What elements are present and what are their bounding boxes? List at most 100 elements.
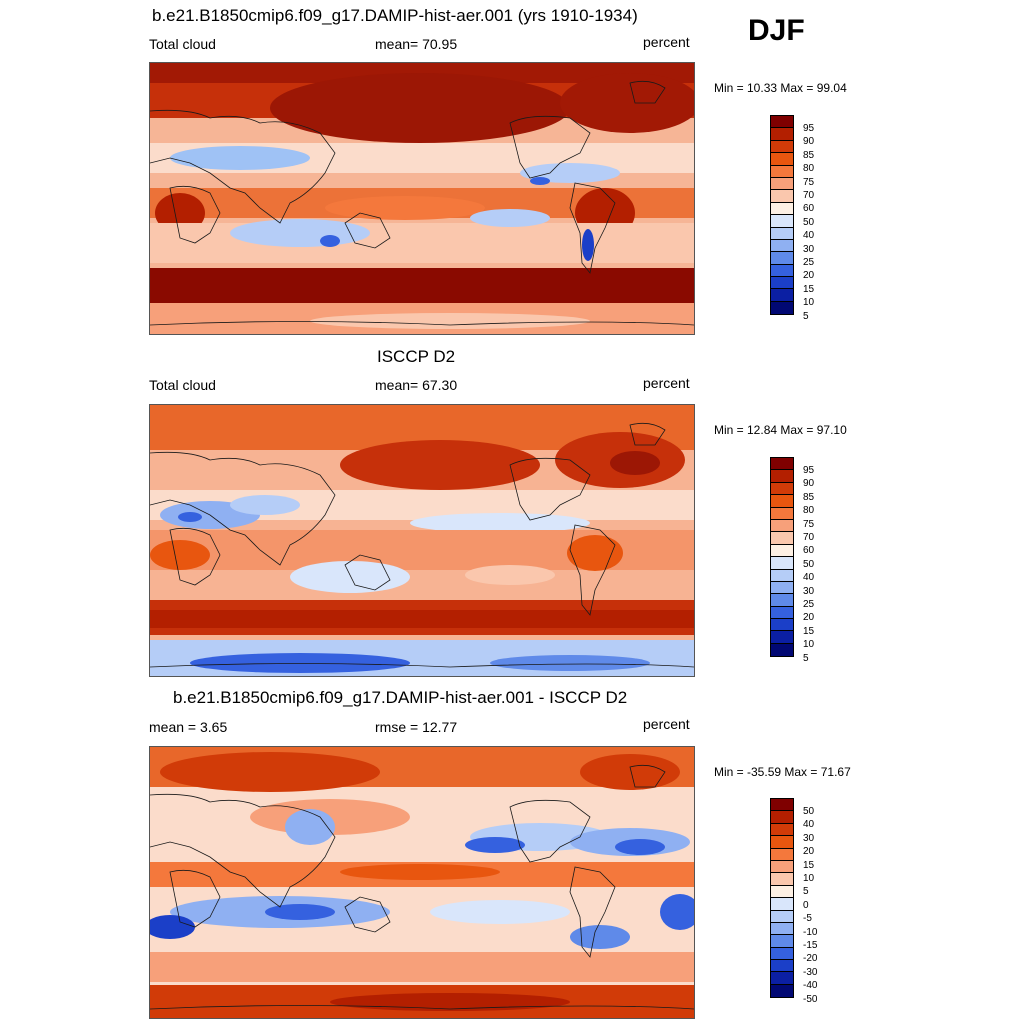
colorbar-tick-label: 30	[803, 585, 815, 597]
panel1-colorbar-swatch	[771, 165, 793, 178]
panel2-colorbar-swatch	[771, 519, 793, 533]
panel3-colorbar-swatch	[771, 885, 793, 899]
colorbar-tick-label: -15	[803, 940, 818, 952]
colorbar-tick-label: 15	[803, 283, 815, 295]
panel3-colorbar-swatch	[771, 935, 793, 948]
colorbar-tick-label: 25	[803, 257, 815, 269]
panel3-colorbar-swatch	[771, 823, 793, 837]
panel2-colorbar-labels: 95 90 85 80 75 70 60 50 40 30 25 20 15 1…	[803, 464, 814, 665]
panel1-colorbar-swatch	[771, 264, 793, 278]
panel2-colorbar-swatch	[771, 495, 793, 508]
panel1-colorbar-swatch	[771, 128, 793, 141]
panel1-map	[149, 62, 695, 335]
panel3-colorbar-swatch	[771, 922, 793, 936]
panel2-colorbar-swatch	[771, 532, 793, 545]
panel2-colorbar-swatch	[771, 569, 793, 582]
panel1-minmax: Min = 10.33 Max = 99.04	[714, 81, 847, 95]
panel3-colorbar-labels: 50 40 30 20 15 10 5 0 -5 -10 -15 -20 -30…	[803, 805, 817, 1006]
colorbar-tick-label: 95	[803, 123, 815, 134]
panel1-units-label: percent	[643, 34, 690, 50]
panel2-colorbar-swatch	[771, 507, 793, 520]
colorbar-tick-label: -10	[803, 926, 818, 938]
panel3-colorbar-swatch	[771, 873, 793, 886]
panel2-colorbar-swatch	[771, 544, 793, 558]
colorbar-tick-label: -5	[803, 913, 812, 925]
panel2-colorbar-swatch	[771, 557, 793, 570]
colorbar-tick-label: 15	[803, 859, 815, 871]
colorbar-tick-label: 50	[803, 558, 815, 570]
panel2-title: ISCCP D2	[377, 347, 456, 366]
panel2-colorbar-swatch	[771, 643, 793, 657]
panel2-minmax: Min = 12.84 Max = 97.10	[714, 423, 847, 437]
colorbar-tick-label: 30	[803, 832, 815, 844]
colorbar-tick-label: 85	[803, 491, 815, 503]
panel1-colorbar-swatch	[771, 153, 793, 166]
panel2-colorbar-swatch	[771, 594, 793, 607]
panel3-colorbar-swatch	[771, 860, 793, 874]
panel1-variable-label: Total cloud	[149, 36, 216, 52]
colorbar-tick-label: 10	[803, 639, 815, 651]
panel1-colorbar-swatch	[771, 116, 793, 129]
panel3-units-label: percent	[643, 716, 690, 732]
colorbar-tick-label: 10	[803, 297, 815, 309]
panel1-colorbar	[770, 115, 794, 316]
colorbar-tick-label: 50	[803, 216, 815, 228]
panel3-mean-label: mean = 3.65	[149, 719, 228, 735]
panel1-colorbar-swatch	[771, 239, 793, 253]
colorbar-tick-label: 40	[803, 819, 815, 831]
panel3-colorbar-swatch	[771, 910, 793, 923]
colorbar-tick-label: 0	[803, 899, 809, 911]
colorbar-tick-label: 90	[803, 478, 815, 490]
panel2-colorbar-swatch	[771, 458, 793, 471]
panel3-colorbar-swatch	[771, 898, 793, 911]
panel3-title: b.e21.B1850cmip6.f09_g17.DAMIP-hist-aer.…	[173, 688, 628, 707]
colorbar-tick-label: 80	[803, 505, 815, 517]
panel2-map-field	[150, 405, 694, 676]
panel1-colorbar-swatch	[771, 289, 793, 302]
colorbar-tick-label: -30	[803, 966, 818, 978]
panel2-map	[149, 404, 695, 677]
panel1-map-field	[150, 63, 694, 334]
colorbar-tick-label: -50	[803, 993, 818, 1005]
colorbar-tick-label: 20	[803, 270, 815, 282]
panel1-coastlines	[150, 80, 694, 326]
panel2-colorbar-swatch	[771, 482, 793, 496]
colorbar-tick-label: 5	[803, 652, 809, 664]
panel3-colorbar-swatch	[771, 811, 793, 824]
panel3-map-field	[150, 747, 694, 1018]
colorbar-tick-label: 90	[803, 136, 815, 148]
colorbar-tick-label: 60	[803, 545, 815, 557]
panel2-units-label: percent	[643, 375, 690, 391]
panel2-coastlines	[150, 422, 694, 668]
colorbar-tick-label: 70	[803, 532, 815, 544]
colorbar-tick-label: 25	[803, 599, 815, 611]
panel1-colorbar-swatch	[771, 190, 793, 203]
panel1-title: b.e21.B1850cmip6.f09_g17.DAMIP-hist-aer.…	[152, 6, 638, 25]
colorbar-tick-label: 10	[803, 873, 815, 885]
colorbar-tick-label: 40	[803, 572, 815, 584]
colorbar-tick-label: 60	[803, 203, 815, 215]
panel3-coastlines	[150, 764, 694, 1010]
panel2-colorbar-swatch	[771, 606, 793, 620]
panel1-colorbar-swatch	[771, 215, 793, 228]
colorbar-tick-label: 75	[803, 518, 815, 530]
panel1-colorbar-swatch	[771, 177, 793, 191]
colorbar-tick-label: 5	[803, 886, 809, 898]
colorbar-tick-label: 5	[803, 310, 809, 322]
colorbar-tick-label: 80	[803, 163, 815, 175]
colorbar-tick-label: 15	[803, 625, 815, 637]
panel2-colorbar-swatch	[771, 581, 793, 595]
panel3-map	[149, 746, 695, 1019]
panel3-rmse-label: rmse = 12.77	[375, 719, 458, 735]
colorbar-tick-label: 40	[803, 230, 815, 242]
panel1-colorbar-swatch	[771, 227, 793, 240]
panel2-colorbar-swatch	[771, 631, 793, 644]
colorbar-tick-label: 50	[803, 806, 815, 817]
panel3-colorbar-swatch	[771, 947, 793, 961]
panel3-colorbar-swatch	[771, 836, 793, 849]
panel1-colorbar-swatch	[771, 202, 793, 216]
panel1-colorbar-swatch	[771, 277, 793, 290]
panel3-colorbar	[770, 798, 794, 999]
panel1-colorbar-swatch	[771, 140, 793, 154]
panel1-colorbar-labels: 95 90 85 80 75 70 60 50 40 30 25 20 15 1…	[803, 122, 814, 323]
